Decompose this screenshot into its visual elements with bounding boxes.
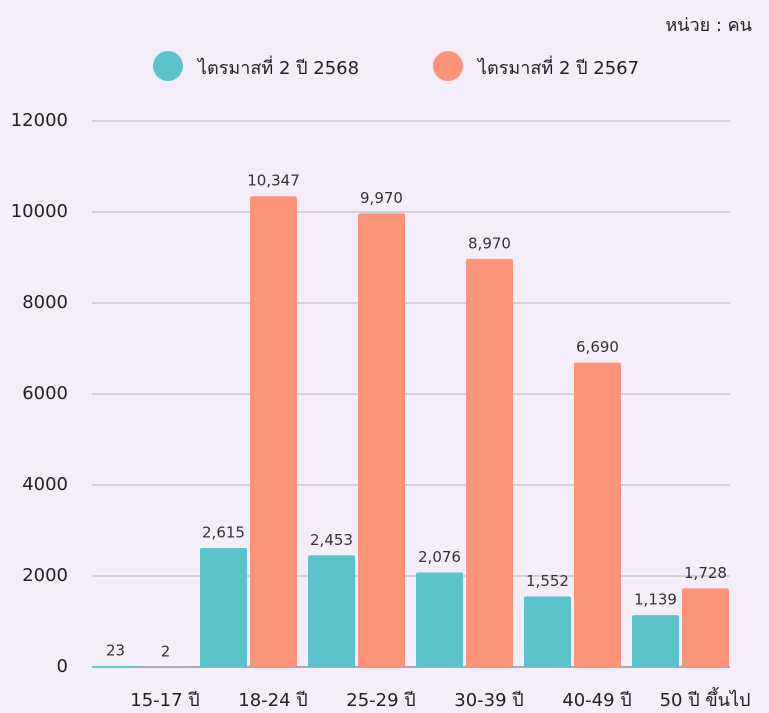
y-tick-label: 10000 — [11, 201, 68, 222]
value-label: 2,076 — [418, 548, 461, 566]
value-label: 2 — [161, 642, 171, 660]
y-tick-label: 8000 — [22, 292, 68, 313]
x-tick-label: 25-29 ปี — [346, 690, 415, 711]
bar — [574, 363, 621, 667]
y-tick-label: 2000 — [22, 565, 68, 586]
bar — [92, 666, 139, 667]
bar — [682, 588, 729, 667]
value-label: 10,347 — [247, 172, 300, 190]
legend-swatch — [433, 51, 463, 81]
y-tick-label: 0 — [57, 656, 68, 677]
legend-label: ไตรมาสที่ 2 ปี 2568 — [196, 55, 359, 79]
bar — [250, 196, 297, 667]
value-label: 23 — [106, 641, 125, 659]
value-label: 1,552 — [526, 572, 569, 590]
x-tick-label: 18-24 ปี — [238, 690, 307, 711]
legend-label: ไตรมาสที่ 2 ปี 2567 — [476, 55, 639, 79]
bar — [632, 615, 679, 667]
value-label: 1,728 — [684, 564, 727, 582]
unit-label: หน่วย : คน — [665, 15, 752, 36]
x-tick-label: 15-17 ปี — [130, 690, 199, 711]
x-tick-label: 40-49 ปี — [562, 690, 631, 711]
legend-swatch — [153, 51, 183, 81]
bar — [524, 596, 571, 667]
x-tick-label: 30-39 ปี — [454, 690, 523, 711]
bar — [200, 548, 247, 667]
value-label: 6,690 — [576, 338, 619, 356]
y-tick-label: 4000 — [22, 474, 68, 495]
value-label: 8,970 — [468, 234, 511, 252]
bar — [308, 555, 355, 667]
x-tick-label: 50 ปี ขึ้นไป — [660, 687, 751, 711]
y-tick-label: 6000 — [22, 383, 68, 404]
chart: หน่วย : คน 0 2000 4000 6000 8000 10000 12000 ไต… — [0, 0, 769, 713]
value-label: 2,453 — [310, 531, 353, 549]
bar — [416, 573, 463, 667]
bar — [466, 259, 513, 667]
y-tick-label: 12000 — [11, 110, 68, 131]
value-label: 9,970 — [360, 189, 403, 207]
value-label: 1,139 — [634, 591, 677, 609]
bar — [358, 213, 405, 667]
value-label: 2,615 — [202, 524, 245, 542]
